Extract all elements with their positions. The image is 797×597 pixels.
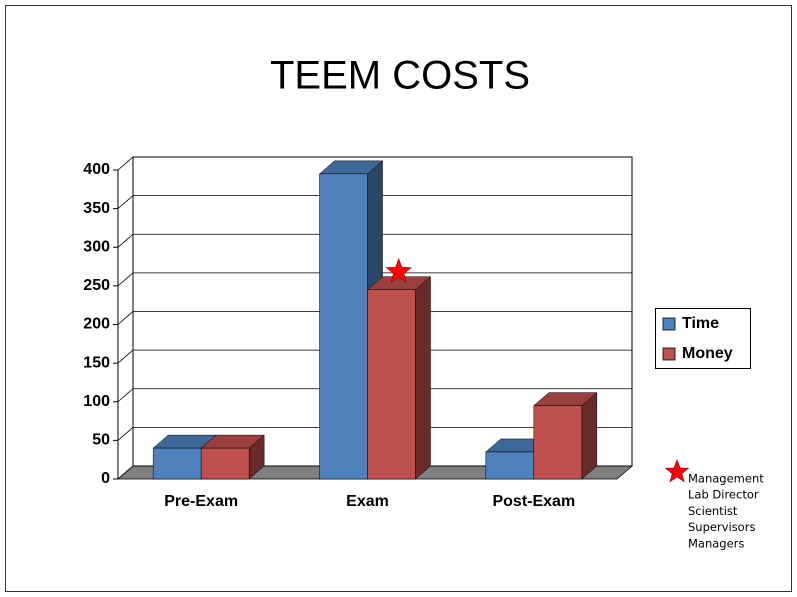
y-tick-label: 50 bbox=[92, 432, 110, 449]
side-grid-line bbox=[117, 388, 134, 403]
bar-side bbox=[415, 276, 431, 480]
y-tick-label: 0 bbox=[101, 470, 110, 487]
y-tick-label: 350 bbox=[83, 200, 110, 217]
side-grid-line bbox=[117, 311, 134, 325]
side-grid-line bbox=[117, 349, 134, 364]
side-grid-line bbox=[117, 233, 134, 248]
side-grid-line bbox=[117, 156, 134, 171]
annotation: Management bbox=[688, 472, 764, 486]
x-tick-label: Pre-Exam bbox=[164, 493, 238, 510]
legend-swatch bbox=[662, 347, 676, 361]
highlight-star bbox=[385, 257, 412, 283]
note-star bbox=[664, 459, 690, 483]
side-grid-line bbox=[117, 427, 134, 441]
bar bbox=[152, 447, 202, 480]
side-grid-line bbox=[117, 195, 134, 209]
y-tick-label: 250 bbox=[83, 277, 110, 294]
annotation: Lab Director bbox=[688, 488, 759, 502]
legend-swatch bbox=[662, 317, 676, 331]
annotation: Managers bbox=[688, 536, 744, 550]
bar bbox=[200, 447, 250, 480]
bar-side bbox=[581, 392, 598, 480]
y-tick-label: 100 bbox=[83, 393, 110, 410]
bar bbox=[485, 451, 535, 480]
x-tick-label: Post-Exam bbox=[492, 493, 575, 510]
annotation: Scientist bbox=[688, 504, 738, 518]
y-tick-label: 400 bbox=[83, 161, 110, 178]
side-grid-line bbox=[117, 272, 134, 287]
bar bbox=[319, 173, 368, 480]
bar bbox=[533, 405, 583, 480]
chart-title: TEEM COSTS bbox=[270, 54, 530, 98]
annotation: Supervisors bbox=[688, 520, 755, 534]
bar bbox=[367, 289, 416, 480]
y-tick-label: 150 bbox=[83, 354, 110, 371]
legend-label: Money bbox=[682, 345, 733, 362]
side-grid-line bbox=[117, 465, 134, 480]
y-tick-label: 200 bbox=[83, 316, 110, 333]
y-tick-label: 300 bbox=[83, 238, 110, 255]
x-tick-label: Exam bbox=[346, 493, 389, 510]
legend-label: Time bbox=[682, 315, 719, 332]
